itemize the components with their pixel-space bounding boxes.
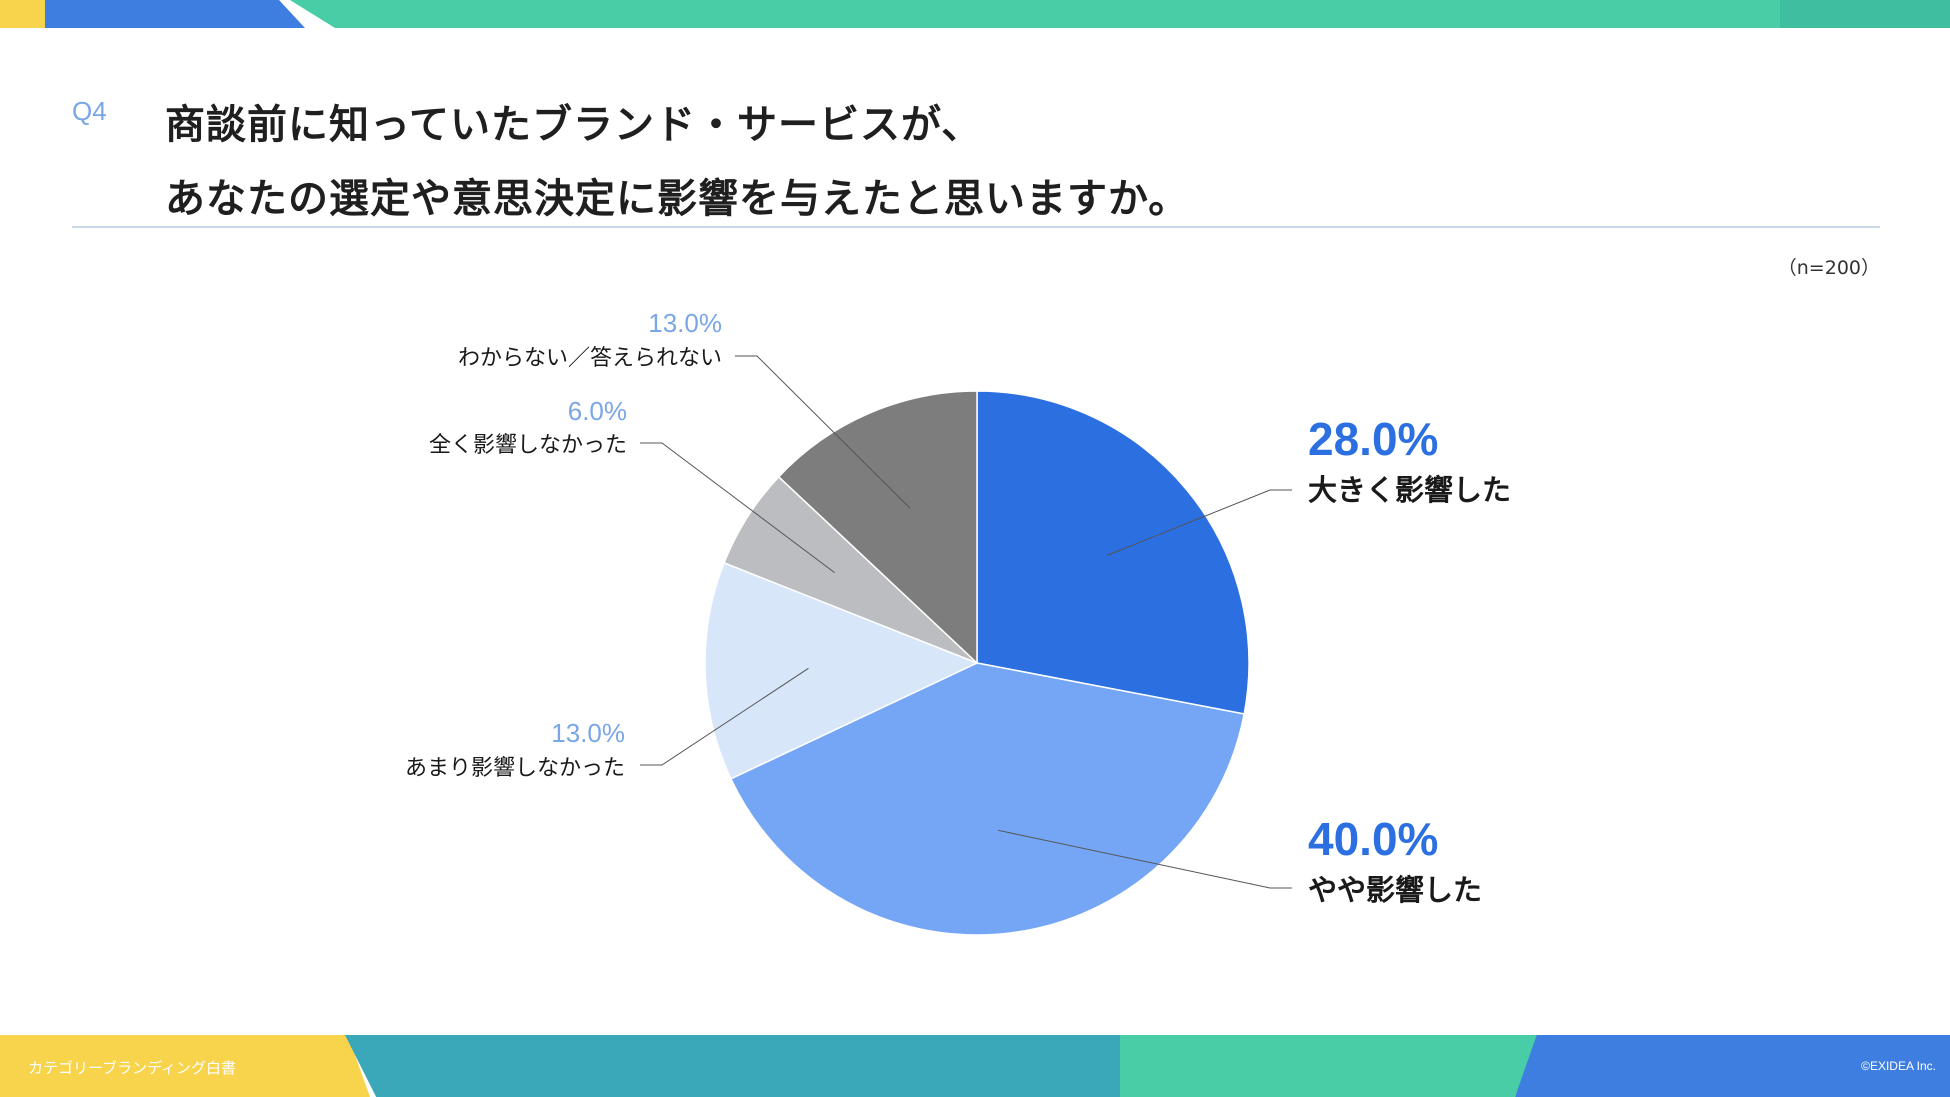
- pie-slice-1: [976, 390, 1250, 715]
- slice-category-label-2: やや影響した: [1308, 873, 1482, 907]
- leader-line-5: [735, 355, 911, 509]
- pie-slice-5: [777, 390, 978, 665]
- leader-line-1: [1106, 489, 1292, 556]
- bottom-band-tealblue: [345, 1035, 1125, 1097]
- pie-slice-3: [704, 561, 979, 780]
- footer-publication-title: カテゴリーブランディング白書: [28, 1059, 237, 1077]
- slice-category-label-3: あまり影響しなかった: [405, 756, 625, 781]
- top-band-blue: [45, 0, 305, 28]
- title-divider: [72, 226, 1880, 228]
- pie-slice-2: [729, 662, 1246, 936]
- bottom-band-blue: [1515, 1035, 1950, 1097]
- leader-line-2: [998, 829, 1292, 889]
- top-band-teal: [290, 0, 1790, 28]
- top-decorative-band: [0, 0, 1950, 28]
- leader-line-3: [640, 667, 809, 766]
- leader-line-4: [640, 442, 835, 574]
- slice-value-label-5: 13.0%: [648, 308, 722, 338]
- question-number: Q4: [72, 96, 107, 126]
- slice-value-label-4: 6.0%: [568, 396, 627, 426]
- top-band-teal-right: [1780, 0, 1950, 28]
- slice-value-label-2: 40.0%: [1308, 813, 1438, 865]
- bottom-decorative-band: [0, 1035, 1950, 1097]
- title-line-1: 商談前に知っていたブランド・サービスが、: [165, 102, 983, 148]
- sample-size-note: （n=200）: [1777, 257, 1880, 279]
- slice-category-label-1: 大きく影響した: [1308, 473, 1511, 507]
- footer-copyright: ©EXIDEA Inc.: [1861, 1059, 1936, 1073]
- bottom-band-yellow: [0, 1035, 370, 1097]
- bottom-band-teal: [1120, 1035, 1540, 1097]
- slice-category-label-5: わからない／答えられない: [458, 346, 722, 371]
- page-title: 商談前に知っていたブランド・サービスが、 あなたの選定や意思決定に影響を与えたと…: [165, 88, 1865, 236]
- slice-category-label-4: 全く影響しなかった: [429, 433, 627, 458]
- title-line-2: あなたの選定や意思決定に影響を与えたと思いますか。: [165, 176, 1190, 222]
- slice-value-label-3: 13.0%: [551, 718, 625, 748]
- slice-value-label-1: 28.0%: [1308, 413, 1438, 465]
